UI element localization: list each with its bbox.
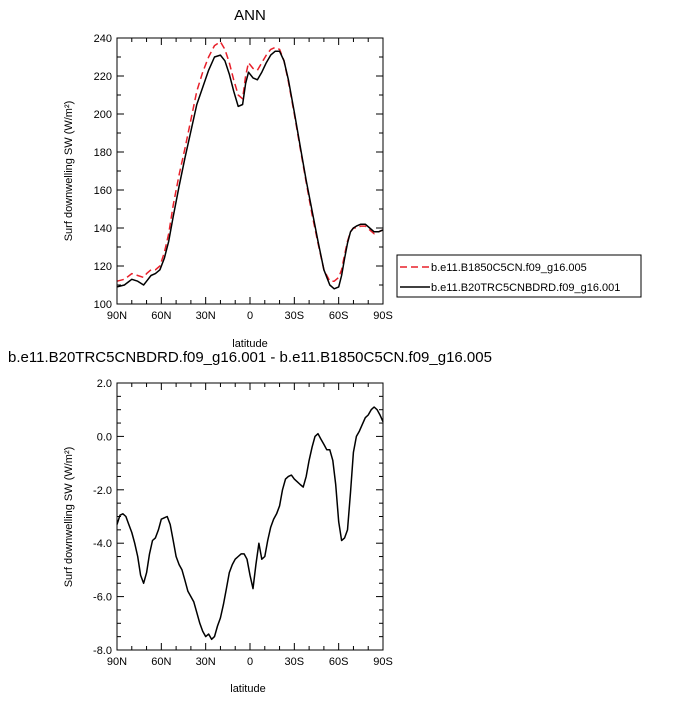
legend-entry-series-2: b.e11.B20TRC5CNBDRD.f09_g16.001 <box>431 282 620 294</box>
top-panel-ytick-label: 160 <box>94 185 112 197</box>
bottom-panel-xtick-label: 60S <box>329 656 349 668</box>
top-panel-ytick-label: 200 <box>94 109 112 121</box>
top-panel-title: ANN <box>234 7 266 24</box>
top-panel-xtick-label: 0 <box>247 310 253 322</box>
top-panel-xtick-label: 90N <box>107 310 127 322</box>
top-panel-xtick-label: 30S <box>285 310 305 322</box>
bottom-panel-frame <box>116 382 384 651</box>
top-panel-ytick-label: 140 <box>94 223 112 235</box>
bottom-panel-ytick-label: -8.0 <box>93 645 112 657</box>
legend: b.e11.B1850C5CN.f09_g16.005 b.e11.B20TRC… <box>396 254 642 298</box>
top-panel-xtick-label: 60N <box>151 310 171 322</box>
bottom-panel-xtick-label: 0 <box>247 656 253 668</box>
bottom-panel-xtick-label: 30S <box>285 656 305 668</box>
bottom-panel-ytick-label: 0.0 <box>97 431 112 443</box>
top-panel-ylabel: Surf downwelling SW (W/m²) <box>63 101 75 242</box>
legend-box <box>396 254 642 298</box>
bottom-panel-xtick-label: 90S <box>373 656 393 668</box>
bottom-panel-ytick-label: -2.0 <box>93 485 112 497</box>
bottom-panel-ytick-label: 2.0 <box>97 378 112 390</box>
top-panel-ytick-label: 220 <box>94 71 112 83</box>
top-panel-plot: 90N 60N 30N 0 30S 60S 90S 100 120 140 160 180 200 220… <box>94 33 393 322</box>
top-panel-xtick-label: 90S <box>373 310 393 322</box>
bottom-panel-xtick-label: 90N <box>107 656 127 668</box>
top-panel-ytick-label: 180 <box>94 147 112 159</box>
bottom-panel-series-1-line <box>116 406 384 641</box>
top-panel-frame <box>116 37 384 305</box>
bottom-panel-ytick-label: -6.0 <box>93 592 112 604</box>
top-panel-ytick-label: 240 <box>94 33 112 45</box>
top-panel-series-2-line <box>116 50 384 290</box>
bottom-panel-ylabel: Surf downwelling SW (W/m²) <box>63 447 75 588</box>
bottom-panel-xlabel: latitude <box>230 683 265 695</box>
top-panel-xlabel: latitude <box>232 338 267 350</box>
legend-entry-series-1: b.e11.B1850C5CN.f09_g16.005 <box>431 262 587 274</box>
bottom-panel-xtick-label: 30N <box>196 656 216 668</box>
top-panel-xtick-label: 30N <box>196 310 216 322</box>
top-panel-ytick-label: 120 <box>94 261 112 273</box>
top-panel-xtick-label: 60S <box>329 310 349 322</box>
bottom-panel-xtick-label: 60N <box>151 656 171 668</box>
bottom-panel-title: b.e11.B20TRC5CNBDRD.f09_g16.001 - b.e11.… <box>8 349 492 366</box>
top-panel-series-1-line <box>116 41 384 282</box>
top-panel-ytick-label: 100 <box>94 299 112 311</box>
bottom-panel-ytick-label: -4.0 <box>93 538 112 550</box>
bottom-panel-plot: 90N 60N 30N 0 30S 60S 90S -8.0 -6.0 -4.0 -2.0 0.0 2.… <box>93 378 393 668</box>
